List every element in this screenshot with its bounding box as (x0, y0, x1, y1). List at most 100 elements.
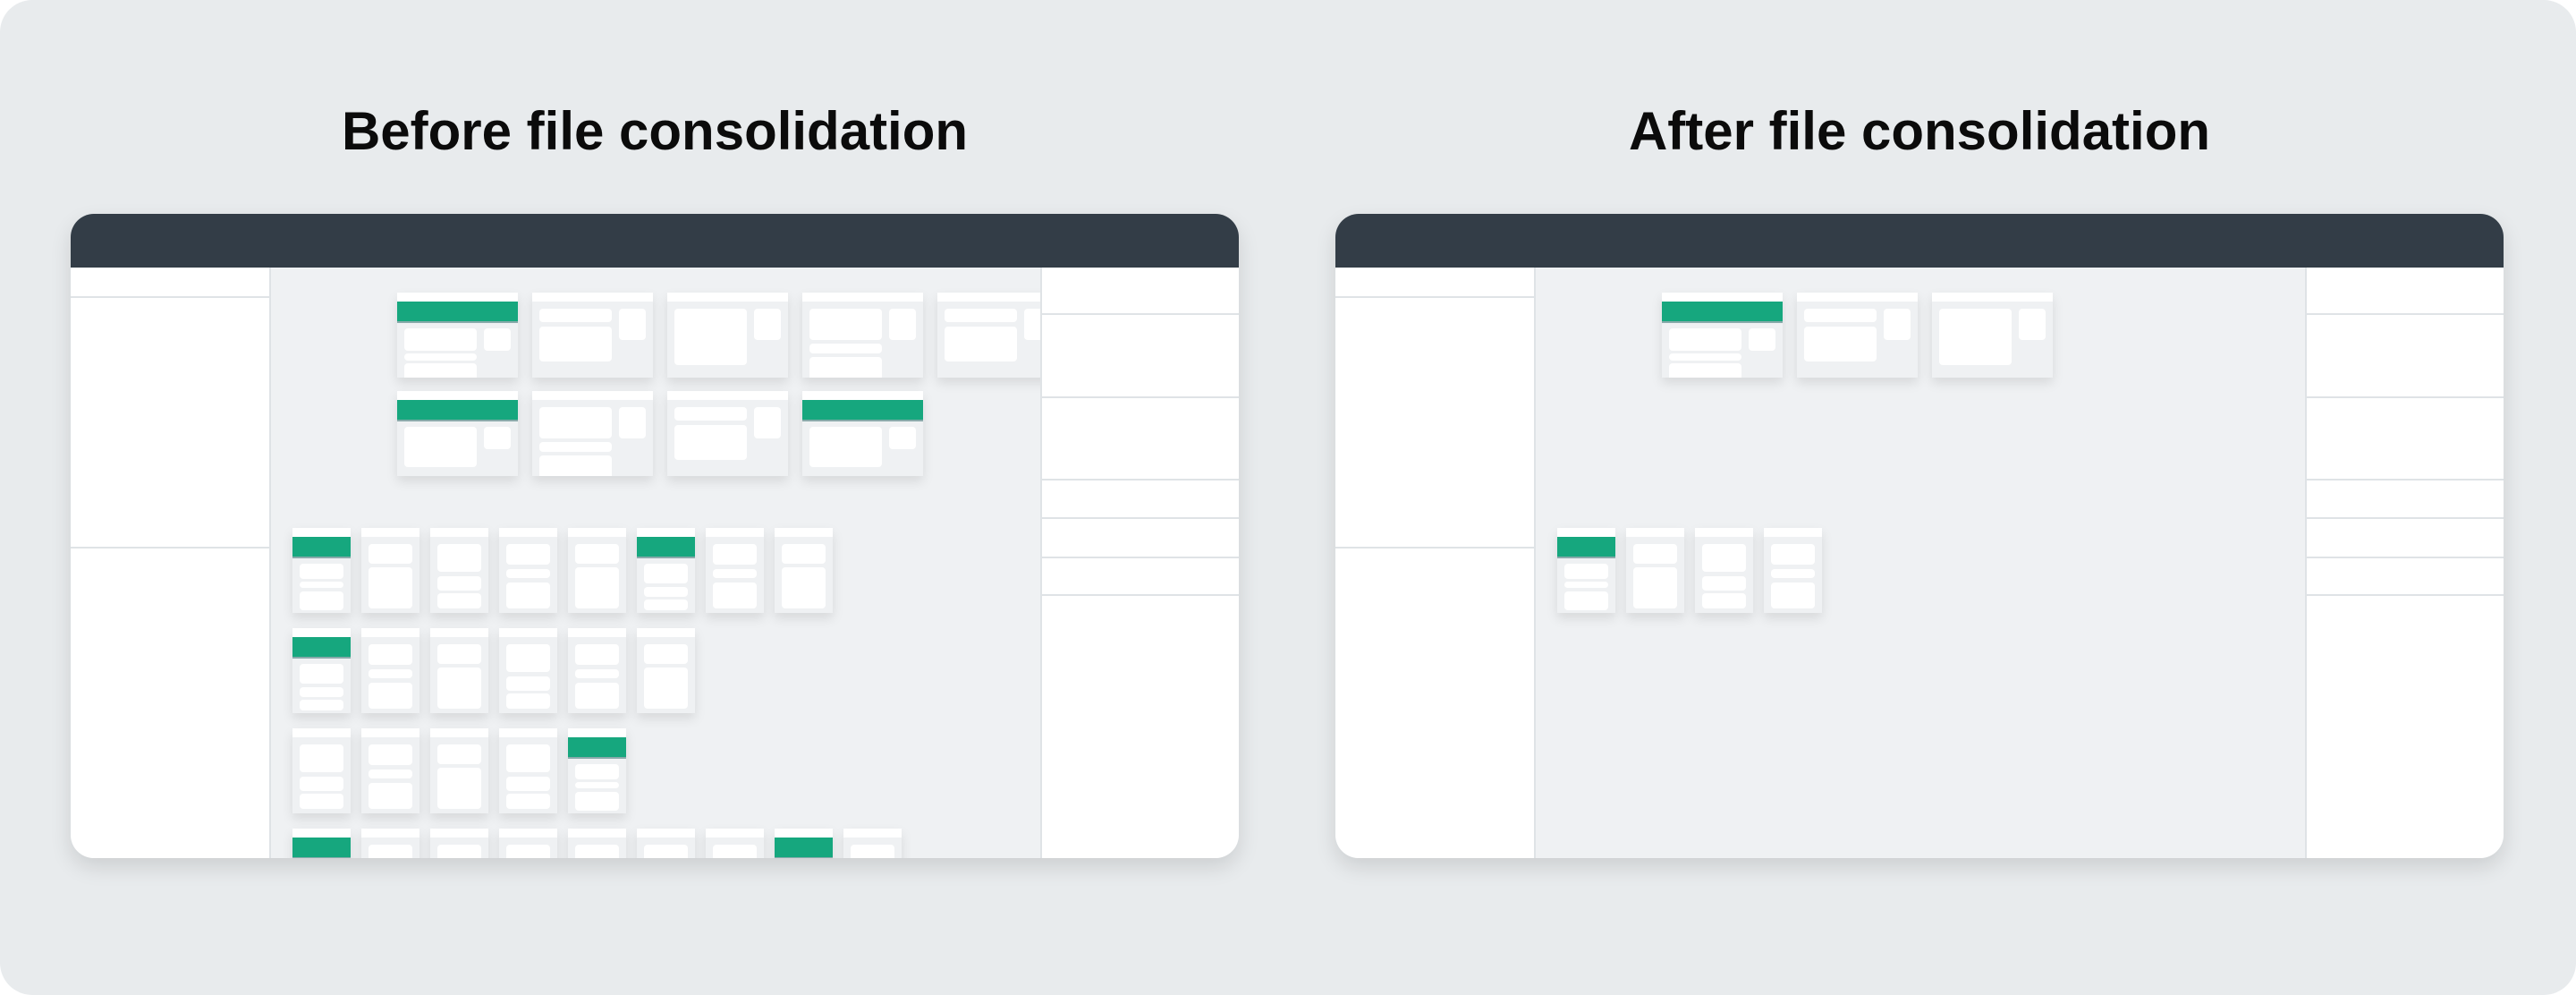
file-thumbnail[interactable] (1626, 528, 1684, 613)
layout-block (575, 791, 619, 811)
file-thumbnail[interactable] (430, 528, 488, 613)
thumbnail-top-bar (843, 829, 902, 838)
thumbnail-top-bar (637, 528, 695, 537)
file-thumbnail[interactable] (706, 528, 764, 613)
layout-block (644, 845, 688, 858)
thumbnail-top-bar (667, 293, 788, 302)
file-thumbnail[interactable] (292, 728, 351, 813)
file-thumbnail[interactable] (430, 628, 488, 713)
file-thumbnail[interactable] (499, 829, 557, 858)
layout-block (506, 676, 550, 691)
layout-block (1564, 591, 1608, 610)
layout-block (945, 309, 1017, 323)
thumbnail-top-bar (499, 728, 557, 737)
thumbnail-top-bar (637, 628, 695, 637)
highlight-header (1662, 302, 1783, 323)
file-thumbnail-highlighted[interactable] (292, 829, 351, 858)
file-thumbnail[interactable] (430, 728, 488, 813)
file-thumbnail[interactable] (706, 829, 764, 858)
file-thumbnail[interactable] (667, 293, 788, 378)
layout-block (619, 309, 646, 340)
file-thumbnail[interactable] (1797, 293, 1918, 378)
file-thumbnail-highlighted[interactable] (397, 391, 518, 476)
layout-block (1771, 583, 1815, 609)
file-thumbnail-highlighted[interactable] (568, 728, 626, 813)
divider (2307, 313, 2504, 315)
file-thumbnail[interactable] (532, 391, 653, 476)
app-header-bar (71, 214, 1239, 268)
file-thumbnail[interactable] (775, 528, 833, 613)
layout-block (300, 699, 343, 710)
file-thumbnail[interactable] (430, 829, 488, 858)
layout-block (2019, 309, 2046, 340)
file-thumbnail[interactable] (843, 829, 902, 858)
thumbnail-top-bar (292, 829, 351, 838)
left-sidebar (71, 268, 271, 858)
file-thumbnail-highlighted[interactable] (775, 829, 833, 858)
layout-block (437, 768, 481, 810)
thumbnail-top-bar (361, 728, 419, 737)
thumbnail-top-bar (292, 528, 351, 537)
highlight-header (568, 737, 626, 759)
thumbnail-top-bar (1662, 293, 1783, 302)
file-thumbnail-highlighted[interactable] (802, 391, 923, 476)
file-thumbnail[interactable] (1932, 293, 2053, 378)
file-thumbnail[interactable] (361, 829, 419, 858)
layout-block (713, 568, 757, 579)
file-thumbnail[interactable] (361, 728, 419, 813)
file-thumbnail[interactable] (568, 628, 626, 713)
layout-block (1669, 362, 1741, 378)
right-panel (2305, 268, 2504, 858)
file-thumbnail-highlighted[interactable] (292, 628, 351, 713)
layout-block (945, 327, 1017, 361)
after-title: After file consolidation (1628, 101, 2211, 161)
file-thumbnail[interactable] (937, 293, 1042, 378)
file-thumbnail[interactable] (532, 293, 653, 378)
file-thumbnail[interactable] (568, 829, 626, 858)
thumbnail-top-bar (775, 829, 833, 838)
file-thumbnail[interactable] (499, 628, 557, 713)
file-thumbnail[interactable] (1764, 528, 1822, 613)
right-panel (1040, 268, 1239, 858)
file-thumbnail[interactable] (361, 528, 419, 613)
thumbnail-top-bar (1797, 293, 1918, 302)
file-thumbnail[interactable] (637, 628, 695, 713)
file-thumbnail-highlighted[interactable] (1662, 293, 1783, 378)
file-thumbnail[interactable] (361, 628, 419, 713)
layout-block (506, 544, 550, 566)
highlight-header (775, 838, 833, 858)
file-thumbnail[interactable] (1695, 528, 1753, 613)
file-thumbnail[interactable] (499, 528, 557, 613)
layout-block (369, 668, 412, 679)
layout-block (300, 581, 343, 589)
thumbnail-top-bar (802, 293, 923, 302)
file-canvas (269, 268, 1042, 858)
file-thumbnail-highlighted[interactable] (292, 528, 351, 613)
layout-block (1702, 593, 1746, 609)
layout-block (575, 544, 619, 564)
layout-block (437, 576, 481, 591)
layout-block (437, 845, 481, 858)
thumbnail-top-bar (361, 829, 419, 838)
file-thumbnail-highlighted[interactable] (1557, 528, 1615, 613)
layout-block (782, 544, 826, 564)
file-thumbnail[interactable] (667, 391, 788, 476)
file-thumbnail[interactable] (802, 293, 923, 378)
layout-block (1564, 564, 1608, 579)
divider (1042, 396, 1239, 398)
file-thumbnail-highlighted[interactable] (637, 528, 695, 613)
layout-block (1669, 328, 1741, 351)
file-thumbnail-highlighted[interactable] (397, 293, 518, 378)
layout-block (575, 764, 619, 779)
thumbnail-top-bar (292, 728, 351, 737)
layout-block (1884, 309, 1911, 340)
layout-block (674, 407, 747, 421)
thumbnail-top-bar (802, 391, 923, 400)
file-thumbnail[interactable] (637, 829, 695, 858)
file-thumbnail[interactable] (499, 728, 557, 813)
layout-block (644, 644, 688, 664)
layout-block (300, 686, 343, 697)
layout-block (674, 309, 747, 366)
layout-block (1564, 581, 1608, 589)
file-thumbnail[interactable] (568, 528, 626, 613)
